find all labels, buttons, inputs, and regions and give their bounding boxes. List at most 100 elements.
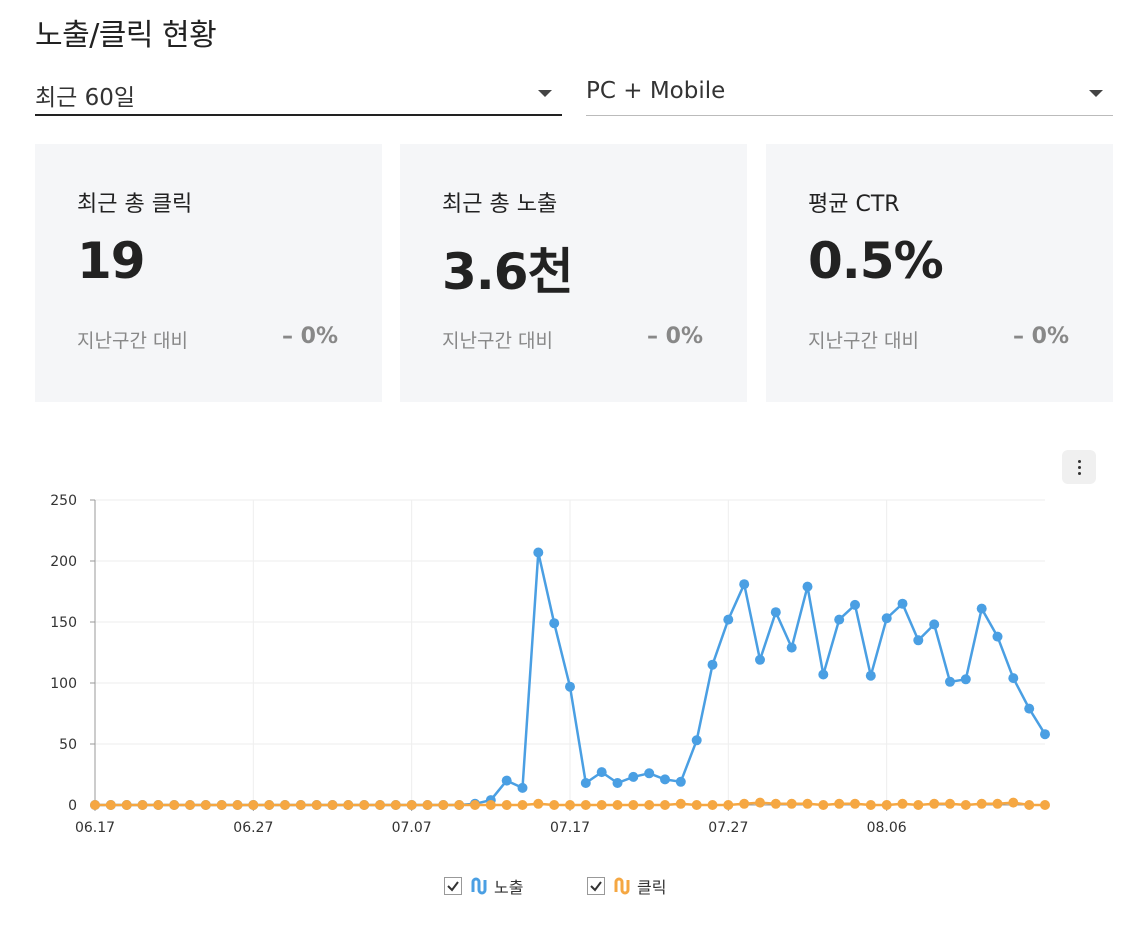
data-point-impressions[interactable] xyxy=(533,547,544,558)
data-point-impressions[interactable] xyxy=(992,631,1003,642)
data-point-clicks[interactable] xyxy=(343,800,354,810)
data-point-clicks[interactable] xyxy=(485,800,496,810)
data-point-clicks[interactable] xyxy=(1024,800,1035,810)
data-point-impressions[interactable] xyxy=(660,774,670,785)
data-point-impressions[interactable] xyxy=(897,598,908,609)
data-point-clicks[interactable] xyxy=(992,798,1003,809)
data-point-impressions[interactable] xyxy=(517,782,528,793)
data-point-clicks[interactable] xyxy=(248,800,259,810)
data-point-clicks[interactable] xyxy=(596,800,607,810)
data-point-impressions[interactable] xyxy=(786,642,797,653)
data-point-clicks[interactable] xyxy=(1040,800,1050,810)
data-point-impressions[interactable] xyxy=(802,581,813,592)
data-point-clicks[interactable] xyxy=(121,800,132,810)
chart-menu-button[interactable] xyxy=(1062,450,1096,484)
data-point-clicks[interactable] xyxy=(850,798,860,809)
data-point-clicks[interactable] xyxy=(675,798,686,809)
data-point-clicks[interactable] xyxy=(501,800,512,810)
data-point-clicks[interactable] xyxy=(549,800,560,810)
data-point-clicks[interactable] xyxy=(818,800,829,810)
data-point-clicks[interactable] xyxy=(707,800,718,810)
data-point-clicks[interactable] xyxy=(533,798,544,809)
period-select[interactable]: 최근 60일 xyxy=(35,70,562,116)
data-point-impressions[interactable] xyxy=(929,619,940,630)
data-point-impressions[interactable] xyxy=(1008,673,1019,684)
data-point-clicks[interactable] xyxy=(913,800,924,810)
data-point-clicks[interactable] xyxy=(660,800,670,810)
data-point-impressions[interactable] xyxy=(818,669,829,680)
data-point-clicks[interactable] xyxy=(470,800,480,810)
data-point-clicks[interactable] xyxy=(105,800,116,810)
data-point-impressions[interactable] xyxy=(565,681,575,692)
data-point-clicks[interactable] xyxy=(280,800,290,810)
data-point-clicks[interactable] xyxy=(311,800,322,810)
data-point-clicks[interactable] xyxy=(169,800,180,810)
data-point-clicks[interactable] xyxy=(929,798,940,809)
data-point-clicks[interactable] xyxy=(137,800,148,810)
data-point-clicks[interactable] xyxy=(200,800,211,810)
legend-impressions[interactable]: 노출 xyxy=(444,873,523,899)
data-point-impressions[interactable] xyxy=(976,603,987,614)
data-point-clicks[interactable] xyxy=(232,800,243,810)
data-point-impressions[interactable] xyxy=(881,613,892,624)
legend-clicks[interactable]: 클릭 xyxy=(587,873,666,899)
data-point-clicks[interactable] xyxy=(723,800,734,810)
data-point-clicks[interactable] xyxy=(580,800,591,810)
data-point-impressions[interactable] xyxy=(960,674,971,685)
data-point-clicks[interactable] xyxy=(739,798,750,809)
data-point-clicks[interactable] xyxy=(264,800,275,810)
data-point-clicks[interactable] xyxy=(881,800,892,810)
data-point-impressions[interactable] xyxy=(723,614,734,625)
data-point-clicks[interactable] xyxy=(375,800,385,810)
data-point-impressions[interactable] xyxy=(691,735,702,746)
data-point-clicks[interactable] xyxy=(755,797,765,808)
data-point-clicks[interactable] xyxy=(359,800,370,810)
data-point-clicks[interactable] xyxy=(517,800,528,810)
data-point-clicks[interactable] xyxy=(216,800,227,810)
data-point-clicks[interactable] xyxy=(691,800,702,810)
data-point-clicks[interactable] xyxy=(945,798,955,809)
data-point-impressions[interactable] xyxy=(850,599,860,610)
data-point-impressions[interactable] xyxy=(865,670,876,681)
data-point-impressions[interactable] xyxy=(770,607,781,618)
data-point-clicks[interactable] xyxy=(960,800,971,810)
data-point-clicks[interactable] xyxy=(786,798,797,809)
data-point-impressions[interactable] xyxy=(501,775,512,786)
legend-checkbox[interactable] xyxy=(444,877,462,895)
data-point-impressions[interactable] xyxy=(596,767,607,778)
data-point-clicks[interactable] xyxy=(770,798,781,809)
data-point-impressions[interactable] xyxy=(1024,703,1035,714)
device-select[interactable]: PC + Mobile xyxy=(586,70,1113,116)
legend-checkbox[interactable] xyxy=(587,877,605,895)
data-point-clicks[interactable] xyxy=(628,800,639,810)
data-point-clicks[interactable] xyxy=(295,800,306,810)
data-point-clicks[interactable] xyxy=(422,800,433,810)
data-point-clicks[interactable] xyxy=(802,798,813,809)
data-point-clicks[interactable] xyxy=(612,800,623,810)
data-point-impressions[interactable] xyxy=(612,778,623,788)
data-point-impressions[interactable] xyxy=(707,659,718,670)
data-point-clicks[interactable] xyxy=(438,800,449,810)
data-point-clicks[interactable] xyxy=(897,798,908,809)
data-point-impressions[interactable] xyxy=(675,776,686,787)
data-point-impressions[interactable] xyxy=(628,771,639,782)
data-point-impressions[interactable] xyxy=(644,768,655,779)
data-point-clicks[interactable] xyxy=(1008,797,1019,808)
data-point-clicks[interactable] xyxy=(644,800,655,810)
data-point-clicks[interactable] xyxy=(976,798,987,809)
data-point-clicks[interactable] xyxy=(406,800,417,810)
data-point-impressions[interactable] xyxy=(834,614,845,625)
data-point-clicks[interactable] xyxy=(834,798,845,809)
data-point-impressions[interactable] xyxy=(580,778,591,788)
data-point-clicks[interactable] xyxy=(865,800,876,810)
data-point-impressions[interactable] xyxy=(1040,729,1050,740)
data-point-impressions[interactable] xyxy=(739,579,750,590)
data-point-clicks[interactable] xyxy=(185,800,195,810)
data-point-impressions[interactable] xyxy=(945,676,955,687)
data-point-clicks[interactable] xyxy=(454,800,465,810)
data-point-clicks[interactable] xyxy=(327,800,338,810)
data-point-clicks[interactable] xyxy=(90,800,100,810)
data-point-clicks[interactable] xyxy=(565,800,575,810)
data-point-impressions[interactable] xyxy=(549,618,560,629)
data-point-clicks[interactable] xyxy=(153,800,164,810)
